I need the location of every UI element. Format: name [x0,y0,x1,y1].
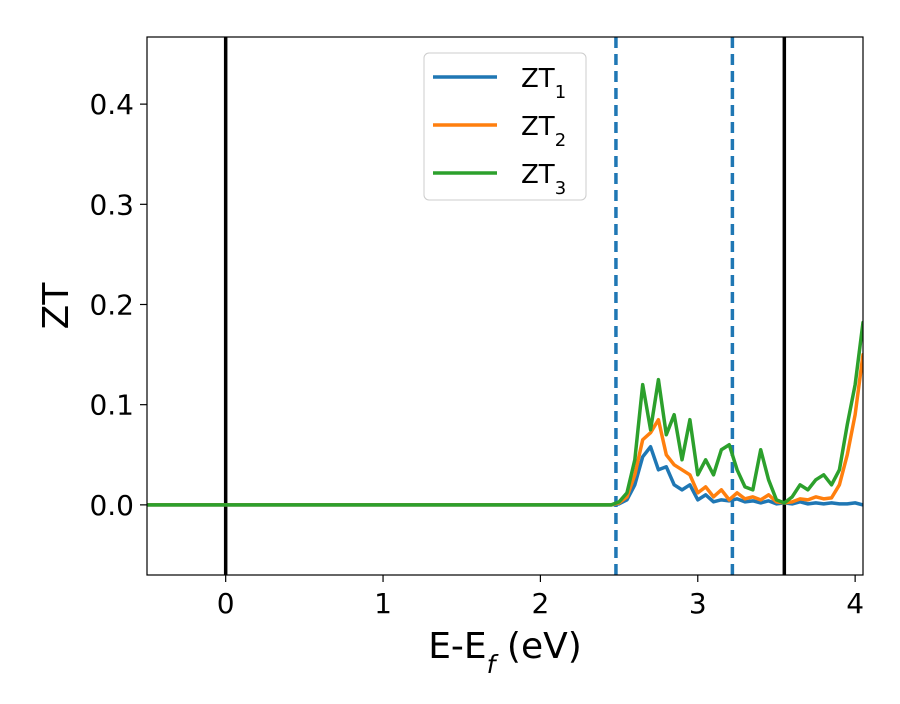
legend-label: ZT1 [521,64,566,103]
y-tick-label: 0.0 [89,489,134,522]
x-tick-label: 0 [217,587,235,620]
x-tick-label: 2 [531,587,549,620]
legend-label: ZT2 [521,112,566,151]
series-line-zt1 [147,445,863,507]
series-line-zt2 [147,352,863,507]
x-tick-label: 4 [846,587,864,620]
y-tick-label: 0.3 [89,188,134,221]
x-axis-title: E-Ef (eV) [428,626,582,679]
legend-box [423,52,587,201]
legend: ZT1 ZT2 ZT3 [423,52,587,201]
series-line-zt3 [147,320,863,507]
y-tick-label: 0.1 [89,389,134,422]
x-tick-label: 1 [374,587,392,620]
series-group [147,320,863,507]
reference-lines [223,37,787,575]
y-axis: 0.0 0.1 0.2 0.3 0.4 [89,88,147,522]
y-axis-title: ZT [36,282,77,330]
x-tick-label: 3 [689,587,707,620]
legend-label: ZT3 [521,160,566,199]
x-axis: 0 1 2 3 4 [217,575,864,620]
plot-frame [146,36,864,576]
y-tick-label: 0.4 [89,88,134,121]
y-tick-label: 0.2 [89,288,134,321]
